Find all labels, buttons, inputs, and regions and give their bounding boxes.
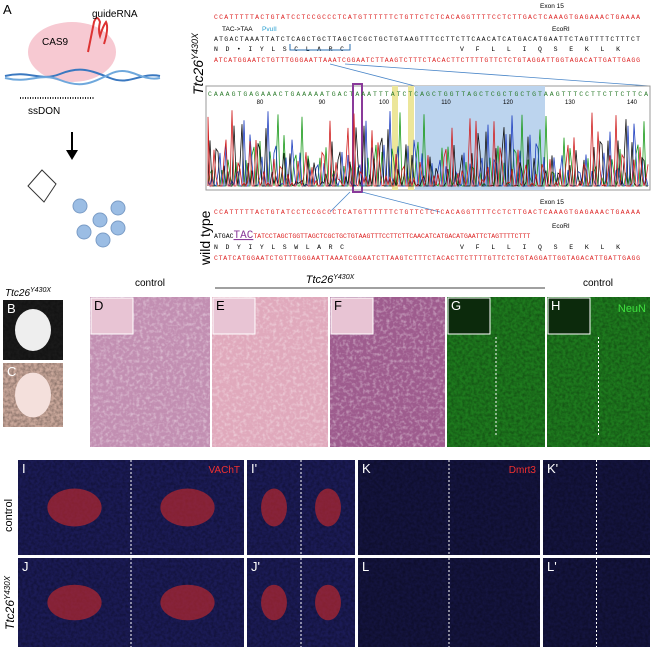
allele: Y430X: [30, 287, 51, 294]
chromatogram-traces: 80 90 100 110 120 130 140: [207, 100, 649, 188]
signal: [160, 488, 215, 527]
sequence: CCATTTTTACTGTATCCTCCGCCCTCATGTTTTTTCTGTT…: [214, 14, 640, 21]
gene: Ttc26: [190, 60, 206, 95]
panel-label: A: [3, 2, 12, 17]
texture: [543, 460, 650, 555]
inset: [330, 297, 374, 335]
inset: [90, 297, 134, 335]
wildtype-label: wild type: [197, 210, 213, 266]
panel-label: D: [94, 298, 103, 313]
highlight: [392, 86, 398, 190]
panel-label: F: [334, 298, 342, 313]
pipette: [27, 169, 57, 203]
gene: Ttc26: [5, 288, 30, 299]
panel-label: H: [551, 298, 560, 313]
genotype-label: Ttc26Y430X: [3, 575, 17, 630]
signal: [160, 584, 215, 621]
panel-label: B: [7, 301, 16, 316]
site-label: PvuII: [262, 26, 277, 33]
codon: TAC: [234, 230, 254, 242]
row-label: control: [3, 499, 15, 532]
site-label: EcoRI: [552, 223, 570, 230]
allele: Y430X: [190, 32, 200, 60]
amino-acids: N D • I Y L S C L A R C: [214, 46, 344, 53]
amino-acids: V F L L I Q S E K L K: [460, 46, 620, 53]
signal: [47, 488, 102, 527]
inset: [447, 297, 491, 335]
genotype-label: Ttc26Y430X: [190, 32, 206, 95]
guide-rna: [87, 17, 109, 53]
panel-label: G: [451, 298, 461, 313]
sequence: CTATCATGGAATCTGTTTGGGAATTAAATCGGAATCTTAA…: [214, 255, 640, 262]
sequence: ATGACTAAATTATCTCAGCTGCTTAGCTCGCTGCTGTAAG…: [214, 36, 640, 43]
position-label: 130: [565, 100, 576, 106]
gene: Ttc26: [3, 600, 17, 630]
header: control: [135, 278, 165, 289]
sequence: CCATTTTTACTGTATCCTCCGCCCTCATGTTTTTTCTGTT…: [214, 209, 640, 216]
panel-label: K: [362, 461, 371, 476]
bracket: [289, 44, 351, 51]
zoom-line: [329, 63, 651, 87]
codon-change: TAC->TAA: [222, 26, 253, 33]
position-label: 80: [257, 100, 264, 106]
limb: [15, 372, 51, 418]
cas9-shape: [28, 22, 116, 82]
position-label: 110: [441, 100, 451, 106]
inset: [212, 297, 256, 335]
panel-label: J: [22, 559, 29, 574]
allele: Y430X: [333, 274, 354, 281]
panel-label: K': [547, 461, 558, 476]
signal: [261, 584, 287, 621]
exon-label: Exon 15: [540, 199, 564, 206]
panel-label: I: [22, 461, 26, 476]
arrow-head: [66, 150, 78, 160]
signal: [315, 488, 341, 527]
stain-label: VAChT: [209, 465, 241, 476]
limb: [15, 309, 51, 351]
allele: Y430X: [3, 575, 12, 600]
cas9-label: CAS9: [42, 37, 69, 48]
seq-part: TATCCTAGCTGGTTAGCTCGCTGCTGTAAGTTTCCTTCTT…: [253, 233, 530, 240]
exon-label: Exon 15: [540, 3, 564, 10]
panel-label: L': [547, 559, 557, 574]
panel-label: I': [251, 461, 257, 476]
zoom-line: [329, 191, 441, 213]
dna: [4, 69, 161, 86]
seq-part: ATGAC: [214, 233, 234, 240]
signal: [261, 488, 287, 527]
texture: [358, 460, 540, 555]
genotype-label: Ttc26Y430X: [306, 274, 355, 286]
highlight: [408, 86, 414, 190]
trace: [207, 119, 648, 188]
guide-label: guideRNA: [92, 9, 138, 20]
header: control: [583, 278, 613, 289]
position-label: 100: [379, 100, 390, 106]
sequence: ATGACTACTATCCTAGCTGGTTAGCTCGCTGCTGTAAGTT…: [214, 230, 530, 242]
panel-label: E: [216, 298, 225, 313]
signal: [47, 584, 102, 621]
site-label: EcoRI: [552, 26, 570, 33]
amino-acids: N D Y I Y L S W L A R C: [214, 244, 344, 251]
ssdon-label: ssDON: [28, 106, 60, 117]
gene: Ttc26: [306, 274, 334, 286]
sequence: ATCATGGAATCTGTTTGGGAATTAAATCGGAATCTTAAGT…: [214, 57, 640, 64]
embryos: [72, 198, 126, 248]
genotype-label: Ttc26Y430X: [5, 287, 51, 299]
stain-label: NeuN: [618, 303, 646, 315]
position-label: 90: [319, 100, 326, 106]
position-label: 140: [627, 100, 638, 106]
panel-label: J': [251, 559, 260, 574]
position-label: 120: [503, 100, 514, 106]
amino-acids: V F L L I Q S E K L K: [460, 244, 620, 251]
panel-label: L: [362, 559, 369, 574]
stain-label: Dmrt3: [509, 465, 537, 476]
dna: [4, 68, 161, 82]
trace: [207, 110, 649, 188]
panel-label: C: [7, 364, 16, 379]
signal: [315, 584, 341, 621]
inset: [547, 297, 591, 335]
base-calls: CAAAGTGAGAAACTGAAAAATGACTAAATTTATCTCAGCT…: [208, 91, 648, 98]
